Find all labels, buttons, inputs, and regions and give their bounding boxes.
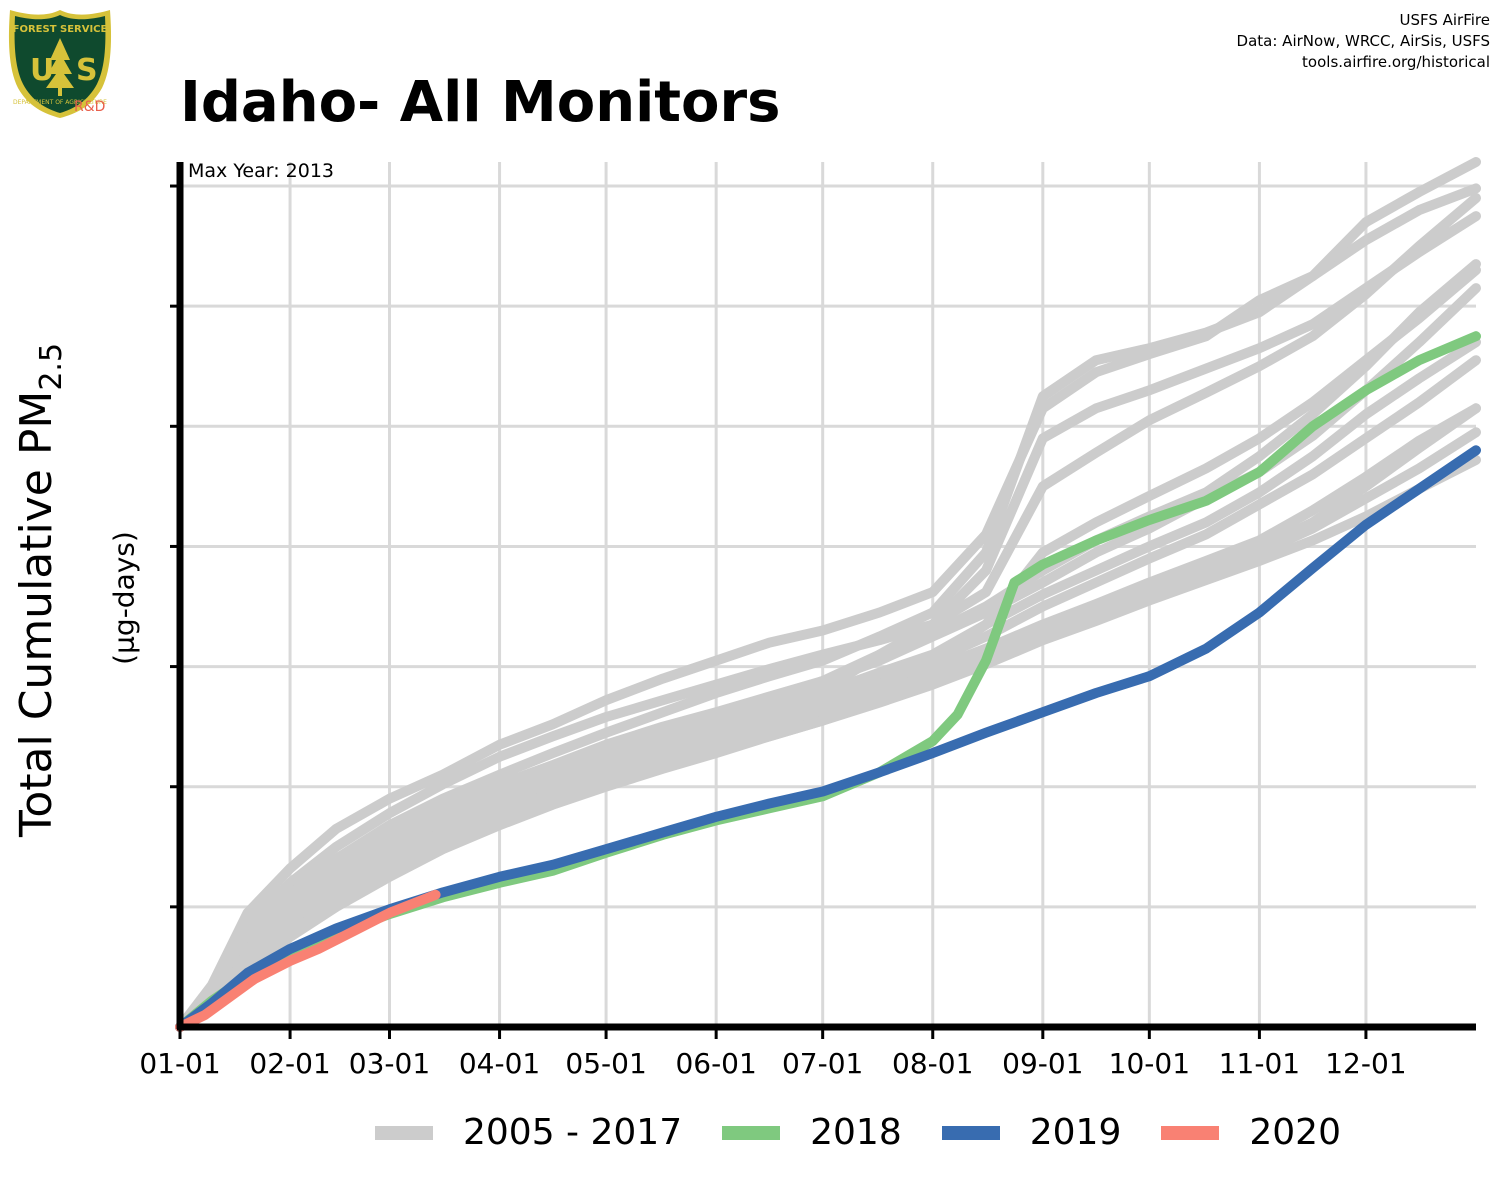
legend-item: 2019 [941,1112,1122,1153]
logo-bottom-text: DEPARTMENT OF AGRICULTURE [13,99,107,106]
forest-service-shield-logo: FOREST SERVICE U S DEPARTMENT OF AGRICUL… [8,10,112,118]
legend-swatch [722,1125,781,1140]
x-tick-label: 07-01 [782,1047,863,1080]
x-tick-label: 05-01 [565,1047,646,1080]
credit-line: USFS AirFire [1399,11,1490,29]
chart-legend: 2005 - 2017 2018 2019 2020 [375,1112,1381,1153]
series-line-y2020 [175,889,441,1032]
x-tick-label: 12-01 [1325,1047,1406,1080]
series-line-historical [175,193,1481,1032]
x-tick-label: 04-01 [459,1047,540,1080]
logo-top-text: FOREST SERVICE [13,24,108,35]
x-tick-label: 09-01 [1002,1047,1083,1080]
legend-swatch [941,1125,1000,1140]
series-line-historical [175,211,1481,1032]
credit-line: tools.airfire.org/historical [1302,53,1490,71]
legend-item: 2005 - 2017 [375,1112,682,1153]
max-year-annotation: Max Year: 2013 [188,160,335,182]
x-tick-label: 01-01 [139,1047,220,1080]
credits: USFS AirFire Data: AirNow, WRCC, AirSis,… [1237,10,1490,73]
x-tick-label: 06-01 [675,1047,756,1080]
credit-line: Data: AirNow, WRCC, AirSis, USFS [1236,32,1490,50]
x-tick-label: 10-01 [1109,1047,1190,1080]
chart-title: Idaho- All Monitors [180,70,781,135]
series-line-y2019 [175,445,1481,1032]
legend-item: 2018 [722,1112,902,1153]
x-tick-label: 08-01 [892,1047,973,1080]
x-tick-label: 11-01 [1219,1047,1300,1080]
series-line-historical [175,427,1481,1032]
legend-label: 2020 [1249,1112,1341,1153]
x-tick-label: 02-01 [249,1047,330,1080]
series-line-historical [175,403,1481,1032]
legend-label: 2019 [1029,1112,1122,1153]
rd-label: R&D [74,99,106,115]
svg-text:S: S [76,53,98,88]
legend-label: 2005 - 2017 [463,1112,683,1153]
legend-label: 2018 [810,1112,902,1153]
legend-item: 2020 [1161,1112,1341,1153]
legend-swatch [1161,1125,1220,1140]
x-tick-label: 03-01 [349,1047,430,1080]
series-line-historical [175,157,1481,1032]
legend-swatch [375,1125,433,1140]
series-line-historical [175,259,1481,1032]
series-line-historical [175,183,1481,1032]
